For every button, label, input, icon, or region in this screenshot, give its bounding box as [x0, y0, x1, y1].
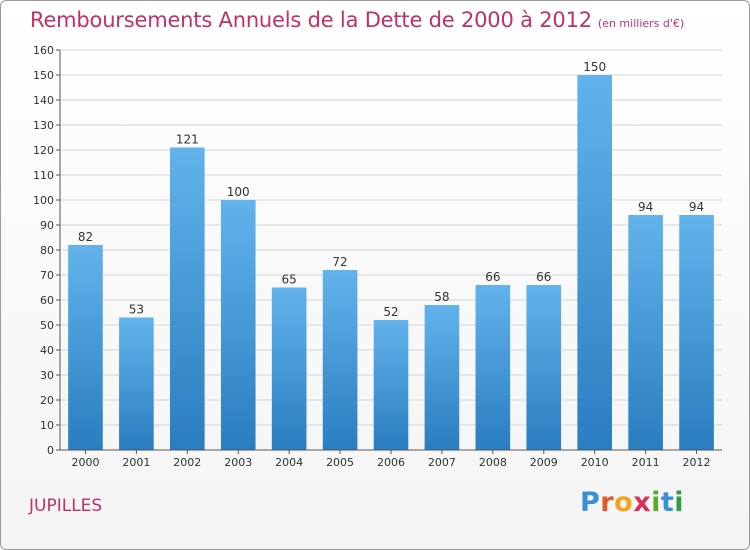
bar	[679, 215, 714, 450]
y-tick-label: 80	[40, 244, 54, 257]
title-text: Remboursements Annuels de la Dette de 20…	[30, 8, 592, 32]
bar	[271, 287, 307, 450]
axes: 0 10 20 30 40 50 60 70 80 90 100 110 120 130 140 150 160…	[33, 44, 722, 469]
x-tick-label: 2012	[683, 456, 711, 469]
y-tick-label: 50	[40, 319, 54, 332]
y-tick-label: 60	[40, 294, 54, 307]
x-tick-label: 2000	[71, 456, 99, 469]
bar	[119, 317, 154, 450]
y-tick-label: 110	[33, 169, 54, 182]
bars: 82 53 121 100 65 72 52 58 66 66 150 94 94	[68, 60, 714, 450]
y-tick-label: 120	[33, 144, 54, 157]
bar-value-label: 66	[485, 270, 500, 284]
bar-value-label: 94	[689, 200, 704, 214]
bar-value-label: 82	[78, 230, 93, 244]
x-tick-label: 2010	[581, 456, 609, 469]
x-tick-label: 2007	[428, 456, 456, 469]
y-tick-label: 0	[47, 444, 54, 457]
x-tick-label: 2009	[530, 456, 558, 469]
bar	[68, 245, 103, 450]
town-name: JUPILLES	[29, 496, 103, 516]
bar-value-label: 52	[383, 305, 398, 319]
x-tick-label: 2011	[632, 456, 660, 469]
bar	[628, 215, 663, 450]
bar-value-label: 72	[332, 255, 347, 269]
y-tick-label: 100	[33, 194, 54, 207]
bar-value-label: 58	[434, 290, 449, 304]
bar-value-label: 94	[638, 200, 653, 214]
x-tick-label: 2005	[326, 456, 354, 469]
bar-value-label: 65	[282, 273, 297, 287]
x-tick-label: 2004	[275, 456, 303, 469]
y-tick-label: 160	[33, 44, 54, 57]
logo-letter: i	[674, 487, 685, 518]
bar-value-label: 100	[227, 185, 250, 199]
proxiti-logo[interactable]: Proxiti	[580, 487, 684, 518]
bar	[526, 285, 562, 450]
x-tick-label: 2001	[122, 456, 150, 469]
bar	[577, 75, 613, 450]
logo-letter: P	[580, 487, 601, 518]
bar-value-label: 121	[176, 133, 199, 147]
bar	[220, 200, 256, 450]
x-tick-label: 2002	[173, 456, 201, 469]
y-tick-label: 90	[40, 219, 54, 232]
y-tick-label: 140	[33, 94, 54, 107]
logo-letter: i	[651, 487, 661, 518]
y-tick-label: 130	[33, 119, 54, 132]
bar	[373, 320, 409, 450]
logo-letter: t	[660, 487, 675, 518]
logo-letter: o	[614, 487, 634, 518]
chart-subtitle: (en milliers d'€)	[597, 17, 685, 30]
bar	[424, 305, 460, 450]
y-tick-label: 20	[40, 394, 54, 407]
y-tick-label: 150	[33, 69, 54, 82]
y-tick-label: 70	[40, 269, 54, 282]
logo-letter: r	[600, 487, 615, 518]
y-tick-label: 10	[40, 419, 54, 432]
bar	[169, 147, 205, 450]
x-tick-label: 2008	[479, 456, 507, 469]
bar	[322, 270, 358, 450]
bar-value-label: 66	[536, 270, 551, 284]
bar-value-label: 150	[583, 60, 606, 74]
y-tick-label: 30	[40, 369, 54, 382]
x-tick-label: 2006	[377, 456, 405, 469]
y-tick-label: 40	[40, 344, 54, 357]
chart-title: Remboursements Annuels de la Dette de 20…	[30, 8, 684, 32]
logo-letter: x	[633, 487, 652, 518]
bar-value-label: 53	[129, 303, 144, 317]
bar	[475, 285, 511, 450]
x-tick-label: 2003	[224, 456, 252, 469]
